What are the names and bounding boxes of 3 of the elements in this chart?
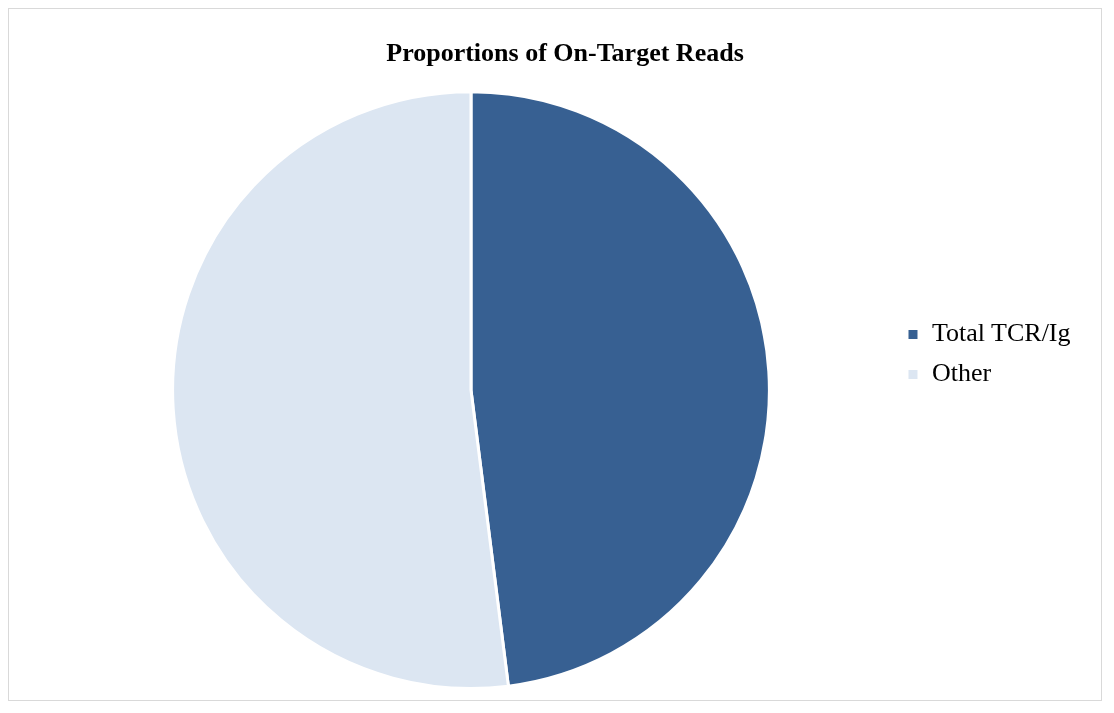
legend-label: Other bbox=[932, 358, 992, 388]
legend-label: Total TCR/Ig bbox=[932, 318, 1071, 348]
chart-title: Proportions of On-Target Reads bbox=[386, 38, 744, 68]
